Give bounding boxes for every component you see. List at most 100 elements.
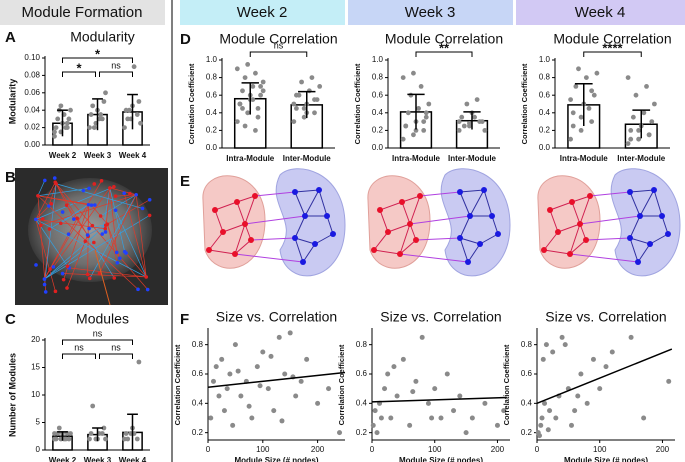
node — [292, 189, 298, 195]
data-point — [224, 386, 230, 392]
data-point — [464, 101, 470, 107]
network-node — [112, 276, 117, 280]
node — [417, 193, 423, 199]
y-axis-title: Correlation Coefficient — [187, 63, 196, 144]
data-point — [578, 371, 584, 377]
edge — [629, 191, 641, 217]
edge — [549, 201, 573, 211]
network-node — [60, 271, 65, 276]
data-point — [666, 378, 672, 384]
network-node — [43, 178, 47, 183]
network-node — [65, 264, 70, 268]
x-tick-label: 0 — [370, 445, 375, 454]
edge — [585, 237, 631, 241]
network-node — [128, 191, 132, 196]
y-axis-title: Modularity — [7, 79, 17, 125]
significance-bracket — [62, 353, 96, 359]
node — [248, 237, 254, 243]
network-edge — [109, 187, 126, 252]
data-point — [636, 136, 642, 142]
data-point — [482, 127, 488, 133]
network-edge — [44, 215, 150, 280]
chart-title: Modularity — [70, 29, 135, 45]
edge — [459, 189, 485, 193]
network-edge — [37, 188, 90, 197]
data-point — [91, 125, 97, 130]
data-point — [625, 75, 631, 80]
network-node — [103, 230, 108, 234]
data-point — [545, 427, 551, 433]
fit-line — [536, 348, 673, 405]
edge — [549, 209, 559, 233]
x-tick-label: 200 — [491, 445, 505, 454]
network-node — [105, 222, 110, 226]
edge — [459, 215, 471, 239]
node — [567, 251, 573, 257]
network-edge — [44, 183, 57, 285]
significance-label: * — [95, 46, 101, 61]
network-edge — [55, 183, 88, 236]
network-edge — [66, 205, 88, 236]
node — [547, 207, 553, 213]
fit-line — [207, 371, 346, 388]
data-point — [400, 75, 406, 80]
data-point — [255, 114, 261, 120]
network-edge — [53, 187, 111, 268]
data-point — [641, 415, 647, 421]
x-tick-label: Week 4 — [119, 151, 147, 160]
data-point — [293, 393, 299, 399]
y-tick-label: 1.0 — [539, 55, 551, 64]
y-tick-label: 0.8 — [356, 340, 368, 349]
network-edge — [35, 219, 68, 267]
x-tick-label: 100 — [428, 445, 442, 454]
data-point — [423, 110, 429, 116]
network-edge — [55, 183, 75, 220]
network-edge — [87, 223, 108, 236]
data-point — [644, 84, 649, 89]
x-tick-label: 100 — [256, 445, 270, 454]
node — [399, 199, 405, 205]
data-point — [423, 114, 429, 120]
data-point — [539, 415, 545, 421]
data-point — [253, 127, 258, 133]
edge — [250, 237, 296, 241]
data-point — [90, 403, 96, 409]
data-point — [590, 356, 596, 362]
data-point — [134, 112, 140, 117]
data-point — [260, 88, 266, 94]
significance-bracket — [99, 353, 133, 359]
network-edge — [115, 194, 137, 197]
data-point — [407, 422, 413, 428]
data-point — [583, 75, 589, 80]
network-node — [145, 287, 150, 292]
chart-title: Size vs. Correlation — [216, 309, 337, 325]
network-node — [64, 203, 69, 208]
network-edge — [62, 273, 147, 278]
node — [477, 241, 483, 247]
network-node — [53, 289, 58, 294]
data-point — [238, 393, 244, 399]
network-node — [122, 191, 126, 195]
blue-module — [610, 168, 681, 277]
node — [627, 235, 633, 241]
data-point — [482, 400, 488, 406]
x-tick-label: 0 — [206, 445, 211, 454]
data-point — [237, 101, 243, 107]
data-point — [597, 386, 603, 392]
data-point — [134, 436, 140, 442]
node — [300, 259, 306, 265]
data-point — [250, 97, 256, 102]
network-node — [85, 233, 90, 237]
data-point — [255, 106, 261, 111]
data-point — [474, 97, 480, 102]
edge — [214, 201, 238, 211]
data-point — [122, 125, 127, 130]
network-node — [122, 249, 127, 254]
y-tick-label: 0.2 — [206, 126, 218, 135]
data-point — [299, 79, 304, 85]
data-point — [479, 119, 485, 124]
panel-label: A — [5, 29, 16, 46]
y-tick-label: 0.2 — [539, 126, 551, 135]
x-tick-label: Week 2 — [49, 151, 77, 160]
significance-bracket — [415, 51, 473, 57]
